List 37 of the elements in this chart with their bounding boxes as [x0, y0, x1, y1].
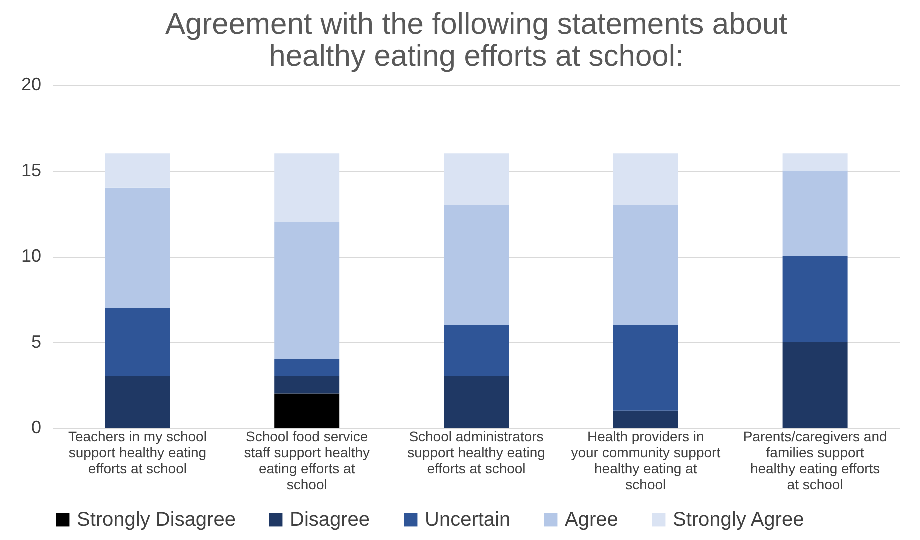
bar	[274, 222, 340, 360]
bar	[105, 308, 170, 377]
bar	[444, 325, 509, 377]
bar	[782, 256, 848, 342]
bar	[613, 154, 678, 206]
bar	[444, 154, 509, 206]
y-tick-label: 5	[31, 332, 42, 352]
bar	[105, 188, 170, 308]
bar	[274, 394, 340, 428]
bar	[782, 154, 848, 171]
bar	[782, 342, 848, 428]
x-tick-label: Health providers in your community support healthy eating at school	[571, 428, 721, 492]
bar	[274, 376, 340, 394]
x-tick-label: School food service staff support healthy eating efforts at school	[244, 428, 370, 492]
bar	[613, 205, 678, 326]
legend-label: Disagree	[290, 509, 370, 531]
bar	[105, 154, 170, 188]
bar	[105, 376, 170, 428]
y-tick-label: 10	[21, 246, 42, 266]
bar	[274, 359, 340, 377]
x-tick-label: Parents/caregivers and families support healthy eating efforts at school	[743, 428, 888, 492]
legend-label: Strongly Disagree	[77, 509, 236, 531]
bar	[444, 205, 509, 326]
x-tick-label: School administrators support healthy eating efforts at school	[408, 428, 546, 476]
bar	[444, 376, 509, 428]
y-tick-label: 15	[21, 160, 42, 180]
bar	[274, 154, 340, 222]
x-tick-label: Teachers in my school support healthy eating efforts at school	[68, 428, 207, 476]
y-tick-label: 20	[21, 74, 42, 94]
bar	[782, 170, 848, 256]
legend-label: Strongly Agree	[673, 509, 804, 531]
chart-title: Agreement with the following statements about healthy eating efforts at school:	[165, 8, 788, 73]
bar	[613, 325, 678, 411]
bar	[613, 410, 678, 428]
legend-label: Agree	[565, 509, 618, 531]
y-tick-label: 0	[31, 418, 42, 438]
legend-label: Uncertain	[425, 509, 511, 531]
